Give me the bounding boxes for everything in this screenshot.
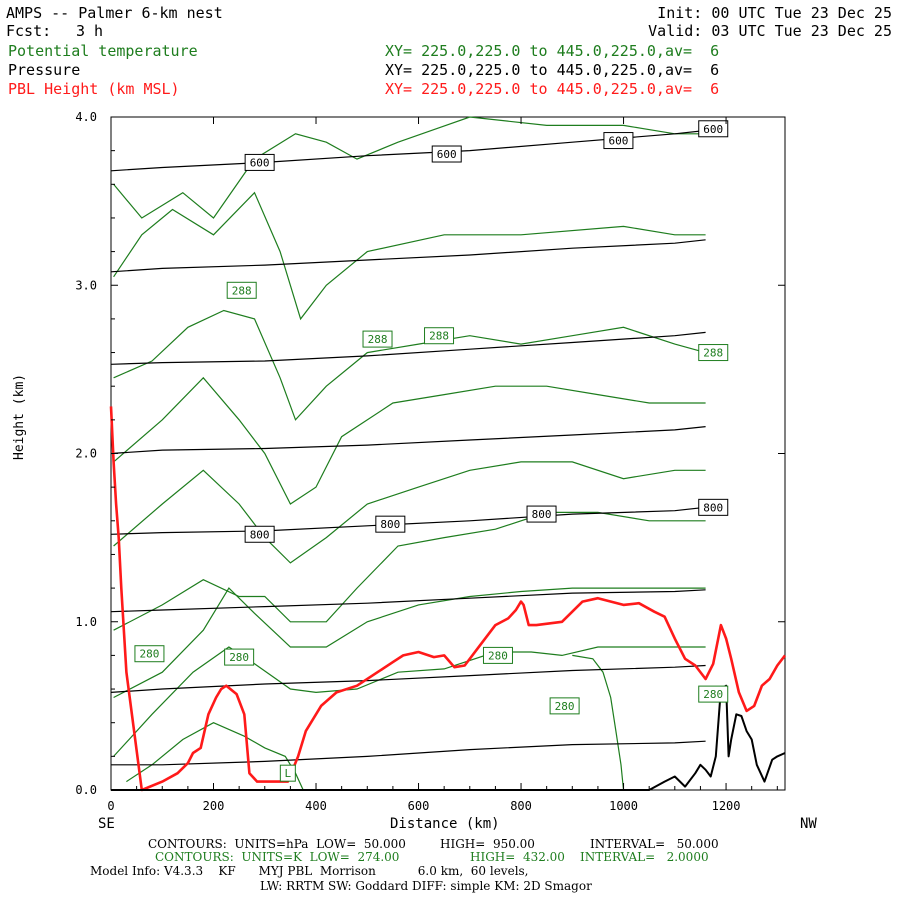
theta-label-6: 280 (488, 649, 508, 662)
theta-label-9: L (285, 767, 292, 780)
theta-label-box-1 (362, 330, 393, 348)
theta-label-box-3 (698, 344, 729, 362)
theta-label-box-9 (279, 764, 296, 782)
footer-theta-a: CONTOURS: UNITS=K LOW= 274.00 (155, 850, 400, 864)
footer-theta-c: INTERVAL= 2.0000 (580, 850, 709, 864)
plot-frame (110, 116, 786, 791)
pressure-label-box-6 (526, 505, 557, 523)
pressure-label-box-1 (431, 145, 462, 163)
valid-time: Valid: 03 UTC Tue 23 Dec 25 (648, 22, 892, 40)
theta-contour-4 (113, 461, 706, 564)
se-label: SE (98, 816, 115, 832)
pressure-label-6: 800 (532, 508, 552, 521)
theta-contour-6 (113, 587, 706, 699)
pressure-label-box-7 (698, 498, 729, 516)
pressure-contour-6 (110, 664, 706, 693)
pressure-label-box-2 (603, 132, 634, 150)
pressure-contour-7 (111, 740, 706, 766)
field-xy-pressure: XY= 225.0,225.0 to 445.0,225.0,av= 6 (385, 61, 720, 79)
footer-pressure-c: INTERVAL= 50.000 (590, 837, 719, 851)
footer-pressure-a: CONTOURS: UNITS=hPa LOW= 50.000 (148, 837, 406, 851)
x-tick-label-6: 1200 (712, 799, 741, 813)
x-axis-label: Distance (km) (390, 816, 500, 832)
theta-contour-0 (113, 116, 706, 219)
theta-label-1: 288 (368, 333, 388, 346)
x-tick-label-4: 800 (510, 799, 532, 813)
footer-pressure-b: HIGH= 950.00 (440, 837, 535, 851)
theta-label-0: 288 (232, 284, 252, 297)
theta-label-box-0 (226, 281, 257, 299)
pressure-label-box-4 (244, 525, 275, 543)
field-xy-theta: XY= 225.0,225.0 to 445.0,225.0,av= 6 (385, 42, 720, 60)
nw-label: NW (800, 816, 817, 832)
footer-physics: LW: RRTM SW: Goddard DIFF: simple KM: 2D… (260, 879, 592, 893)
theta-label-7: 280 (555, 700, 575, 713)
chart-title: AMPS -- Palmer 6-km nest (6, 4, 223, 22)
x-tick-label-2: 400 (305, 799, 327, 813)
pressure-label-7: 800 (703, 501, 723, 514)
y-tick-label-1: 1.0 (75, 615, 97, 629)
theta-label-2: 288 (429, 330, 449, 343)
forecast-value: 3 h (76, 22, 104, 40)
footer-model-info: Model Info: V4.3.3 KF MYJ PBL Morrison 6… (90, 864, 529, 878)
pressure-contour-5 (110, 589, 706, 613)
x-tick-label-3: 600 (408, 799, 430, 813)
terrain-line (111, 684, 786, 791)
x-tick-label-5: 1000 (609, 799, 638, 813)
theta-label-box-8 (698, 685, 729, 703)
pressure-label-1: 600 (437, 148, 457, 161)
theta-contour-3 (113, 376, 706, 505)
footer-theta-b: HIGH= 432.00 (470, 850, 565, 864)
pressure-label-3: 600 (703, 123, 723, 136)
pressure-label-0: 600 (250, 156, 270, 169)
theta-label-box-4 (134, 645, 165, 663)
y-axis-label: Height (km) (12, 373, 27, 460)
y-tick-label-0: 0.0 (75, 783, 97, 797)
theta-contour-5 (113, 511, 706, 631)
pressure-label-box-0 (244, 153, 275, 171)
pressure-label-4: 800 (250, 528, 270, 541)
theta-label-box-2 (424, 327, 455, 345)
pressure-label-5: 800 (380, 518, 400, 531)
pressure-label-2: 600 (608, 135, 628, 148)
theta-label-5: 280 (229, 651, 249, 664)
pressure-contour-1 (110, 239, 706, 273)
pressure-label-box-5 (375, 515, 406, 533)
theta-label-box-7 (549, 697, 580, 715)
pressure-contour-2 (110, 331, 706, 365)
theta-contour-2 (113, 309, 706, 421)
y-tick-label-3: 3.0 (75, 278, 97, 292)
theta-label-8: 280 (703, 688, 723, 701)
pressure-contour-0 (110, 129, 706, 172)
theta-contour-9 (572, 654, 625, 791)
pressure-contour-4 (110, 506, 706, 535)
theta-contour-8 (126, 722, 304, 791)
x-tick-label-1: 200 (203, 799, 225, 813)
pressure-contour-3 (110, 426, 706, 455)
field-name-pbl: PBL Height (km MSL) (8, 80, 180, 98)
init-time: Init: 00 UTC Tue 23 Dec 25 (657, 4, 892, 22)
theta-label-box-5 (224, 648, 255, 666)
y-tick-label-4: 4.0 (75, 110, 97, 124)
forecast-label: Fcst: (6, 22, 52, 40)
field-xy-pbl: XY= 225.0,225.0 to 445.0,225.0,av= 6 (385, 80, 720, 98)
theta-contour-1 (113, 191, 706, 321)
x-tick-label-0: 0 (107, 799, 114, 813)
pressure-label-box-3 (698, 120, 729, 138)
y-tick-label-2: 2.0 (75, 447, 97, 461)
pbl-height-line (109, 406, 787, 792)
theta-label-box-6 (482, 646, 513, 664)
theta-label-4: 280 (140, 648, 160, 661)
theta-label-3: 288 (703, 347, 723, 360)
field-name-pressure: Pressure (8, 61, 81, 79)
field-name-theta: Potential temperature (8, 42, 198, 60)
